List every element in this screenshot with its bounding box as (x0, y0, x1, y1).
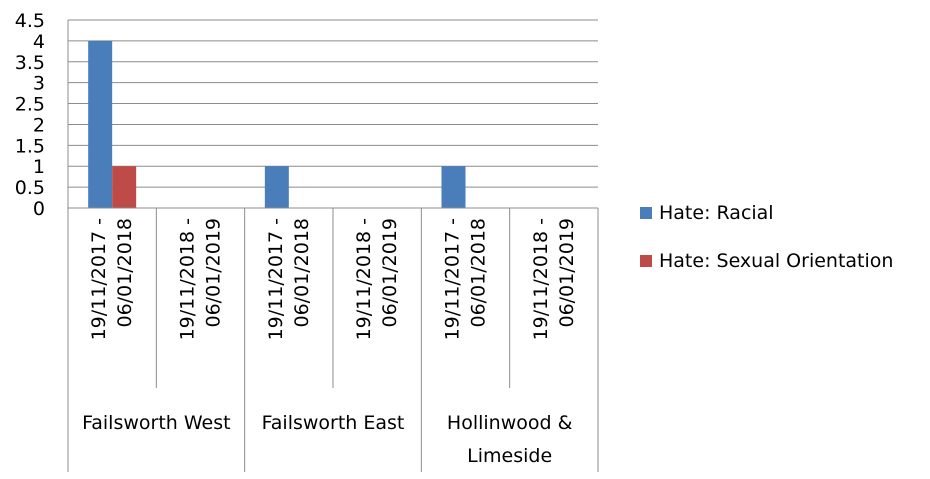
bars (88, 40, 466, 209)
bar-racial (441, 166, 466, 208)
x-tick-label: 19/11/2018 -06/01/2019 (353, 218, 401, 340)
bar-sexual-orientation (112, 166, 137, 208)
x-tick-label: 19/11/2018 -06/01/2019 (530, 218, 578, 340)
y-axis-ticks: 00.511.522.533.544.5 (15, 10, 45, 220)
x-tick-label: 19/11/2018 -06/01/2019 (177, 218, 225, 340)
group-label: Failsworth West (82, 412, 231, 434)
legend-label-sexual-orientation: Hate: Sexual Orientation (659, 250, 894, 272)
legend: Hate: Racial Hate: Sexual Orientation (640, 200, 893, 296)
bar-racial (264, 166, 289, 208)
gridlines (68, 19, 598, 188)
y-tick-label: 3.5 (15, 52, 45, 74)
y-tick-label: 4 (33, 31, 45, 53)
bar-racial (88, 40, 113, 209)
axes (67, 20, 599, 472)
y-tick-label: 1 (33, 156, 45, 178)
legend-item-racial: Hate: Racial (640, 200, 893, 226)
legend-item-sexual-orientation: Hate: Sexual Orientation (640, 248, 893, 274)
legend-swatch-sexual-orientation (640, 255, 652, 267)
y-tick-label: 0.5 (15, 177, 45, 199)
group-label: Failsworth East (262, 412, 405, 434)
group-label: Hollinwood & Limeside (447, 412, 573, 467)
y-tick-label: 2 (33, 114, 45, 136)
x-tick-label: 19/11/2017 -06/01/2018 (88, 218, 136, 340)
x-axis-ticks: 19/11/2017 -06/01/2018 19/11/2018 -06/01/… (82, 218, 578, 467)
y-tick-label: 0 (33, 198, 45, 220)
y-tick-label: 3 (33, 73, 45, 95)
x-tick-label: 19/11/2017 -06/01/2018 (265, 218, 313, 340)
y-tick-label: 2.5 (15, 94, 45, 116)
x-tick-label: 19/11/2017 -06/01/2018 (442, 218, 490, 340)
y-tick-label: 4.5 (15, 10, 45, 32)
legend-label-racial: Hate: Racial (659, 202, 774, 224)
legend-swatch-racial (640, 207, 652, 219)
y-tick-label: 1.5 (15, 135, 45, 157)
